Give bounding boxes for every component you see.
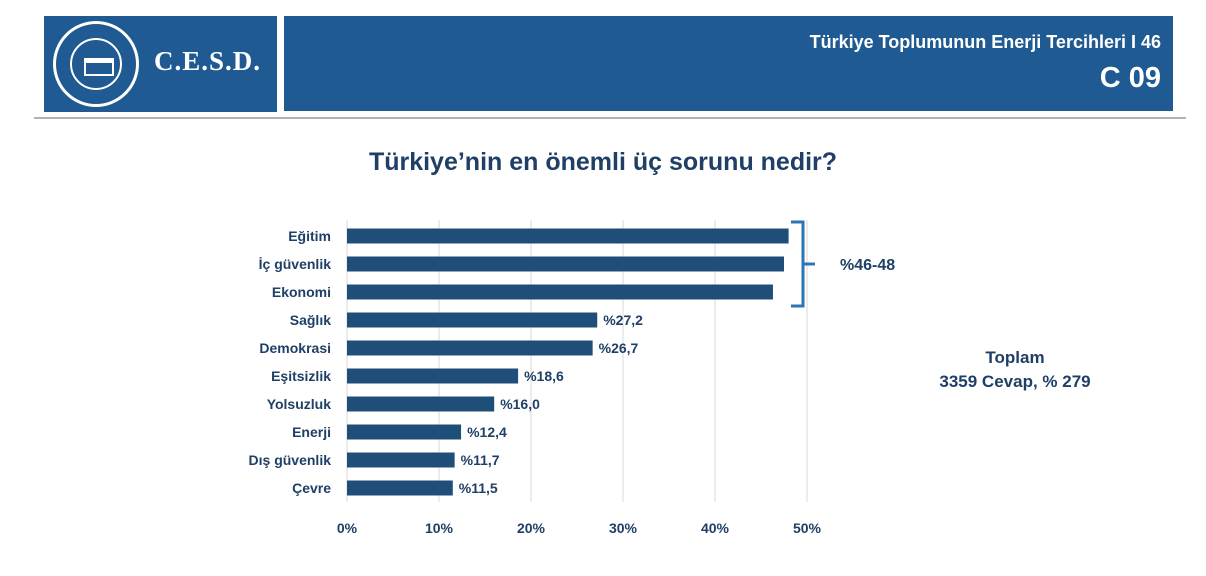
data-label: %18,6 <box>524 368 564 384</box>
total-label: Toplam <box>985 348 1045 367</box>
category-label: Ekonomi <box>272 284 331 300</box>
x-tick-label: 40% <box>701 520 730 536</box>
category-label: Demokrasi <box>259 340 331 356</box>
data-label: %26,7 <box>599 340 639 356</box>
header-bar: Türkiye Toplumunun Enerji Tercihleri I 4… <box>284 16 1173 111</box>
header-code: C 09 <box>1099 62 1161 94</box>
total-summary: Toplam 3359 Cevap, % 279 <box>920 346 1110 394</box>
data-label: %27,2 <box>603 312 643 328</box>
data-label: %11,5 <box>459 480 498 496</box>
category-label: Çevre <box>292 480 331 496</box>
x-tick-label: 30% <box>609 520 638 536</box>
chart-title: Türkiye’nin en önemli üç sorunu nedir? <box>368 148 838 176</box>
category-label: Eşitsizlik <box>271 368 331 384</box>
category-label: İç güvenlik <box>259 256 332 272</box>
bar <box>347 228 789 244</box>
category-label: Sağlık <box>290 312 331 328</box>
header-title: Türkiye Toplumunun Enerji Tercihleri I 4… <box>809 32 1161 52</box>
bar <box>347 340 593 356</box>
category-label: Yolsuzluk <box>267 396 332 412</box>
bar <box>347 284 773 300</box>
category-label: Eğitim <box>288 228 331 244</box>
x-tick-label: 0% <box>337 520 358 536</box>
group-bracket <box>791 220 805 308</box>
data-label: %16,0 <box>500 396 540 412</box>
bar <box>347 256 784 272</box>
bar <box>347 480 453 496</box>
bar <box>347 312 598 328</box>
category-label: Enerji <box>292 424 331 440</box>
bar <box>347 424 462 440</box>
total-value: 3359 Cevap, % 279 <box>939 372 1091 391</box>
logo-label: C.E.S.D. <box>154 46 262 76</box>
x-tick-label: 50% <box>793 520 822 536</box>
bracket-label: %46-48 <box>840 257 895 274</box>
logo-block: C.E.S.D. <box>44 16 277 112</box>
data-label: %11,7 <box>461 452 500 468</box>
bar <box>347 368 519 384</box>
bar <box>347 396 495 412</box>
x-tick-label: 10% <box>425 520 454 536</box>
bar <box>347 452 455 468</box>
university-seal-icon <box>53 21 139 107</box>
header-divider <box>34 117 1186 119</box>
x-tick-label: 20% <box>517 520 546 536</box>
data-label: %12,4 <box>467 424 507 440</box>
category-label: Dış güvenlik <box>249 452 332 468</box>
